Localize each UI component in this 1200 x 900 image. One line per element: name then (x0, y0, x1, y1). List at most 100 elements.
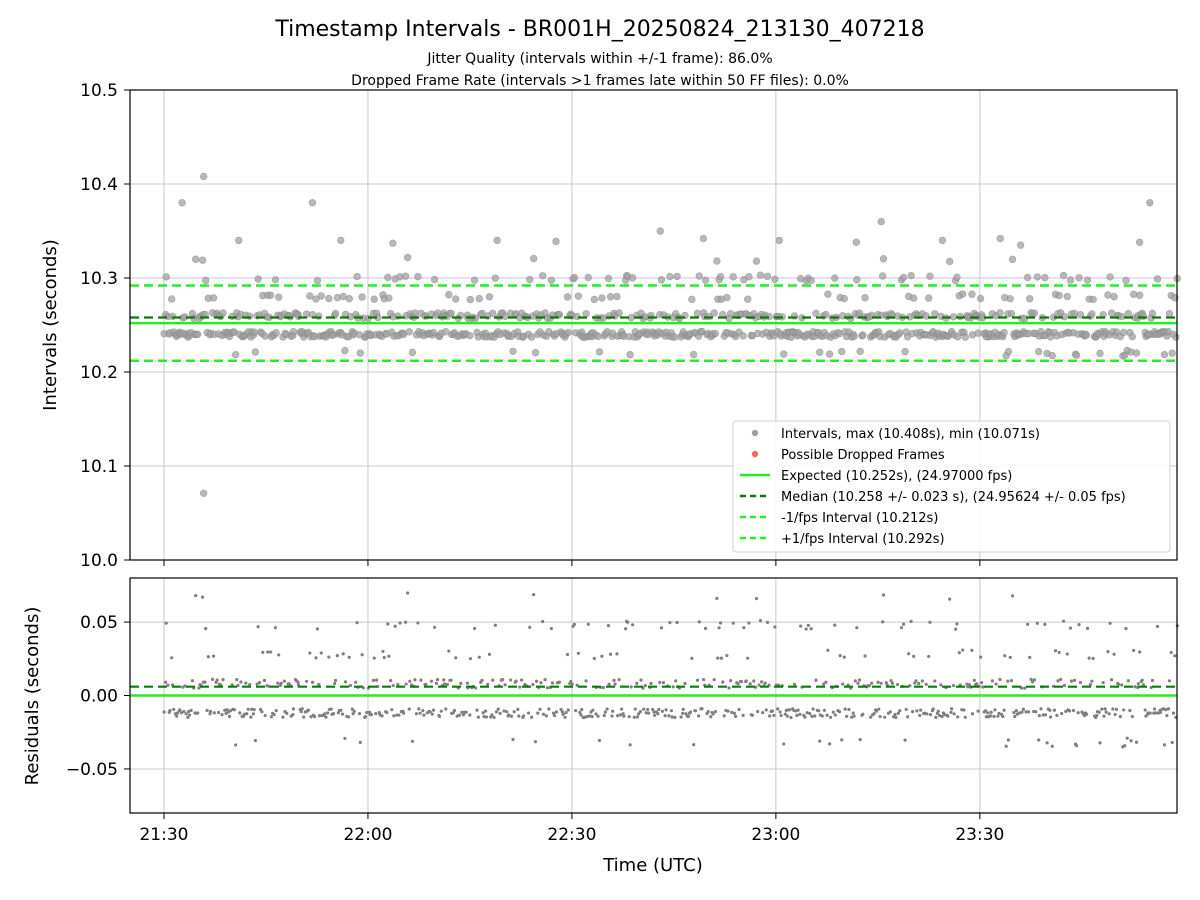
residual-point (216, 710, 221, 715)
residual-point (494, 710, 499, 714)
residual-point (831, 710, 835, 714)
residual-point (309, 715, 313, 719)
interval-point (389, 239, 397, 247)
residual-point (1052, 708, 1057, 712)
residual-point (1004, 744, 1008, 748)
residual-point (1077, 623, 1081, 627)
interval-point (331, 309, 340, 318)
interval-point (626, 351, 634, 359)
interval-point (780, 350, 788, 358)
residual-point (277, 653, 281, 657)
residual-point (637, 712, 641, 716)
residual-point (653, 713, 657, 718)
residual-point (657, 707, 661, 711)
intervals-x-ticks (163, 560, 981, 566)
residual-point (200, 595, 205, 599)
interval-point (1075, 274, 1083, 282)
residual-point (811, 707, 815, 711)
residual-point (541, 712, 546, 716)
residual-point (722, 714, 726, 718)
residual-point (842, 655, 846, 659)
residual-point (949, 710, 953, 714)
residual-point (603, 710, 607, 714)
residual-point (718, 621, 723, 625)
residual-point (232, 708, 236, 712)
residual-point (1136, 682, 1140, 686)
residual-point (975, 682, 979, 686)
residual-point (509, 678, 513, 682)
residual-point (168, 708, 172, 713)
residual-point (644, 711, 648, 715)
residual-point (561, 712, 565, 716)
residual-point (894, 715, 898, 720)
residual-point (225, 708, 229, 712)
residual-point (980, 680, 984, 685)
residual-point (984, 715, 988, 719)
interval-point (261, 332, 269, 340)
residual-point (881, 620, 885, 624)
residual-point (1169, 650, 1173, 655)
residual-point (613, 682, 617, 686)
residual-point (331, 711, 336, 716)
interval-point (235, 236, 243, 245)
residual-point (449, 678, 453, 682)
residual-point (376, 684, 380, 689)
residual-point (919, 708, 923, 712)
residual-point (725, 653, 729, 658)
residual-point (252, 708, 256, 712)
interval-point (271, 276, 280, 284)
residual-point (730, 710, 734, 715)
residuals-y-ticks: −0.05 0.00 0.05 (66, 613, 130, 780)
residual-point (306, 708, 310, 712)
residual-point (713, 710, 717, 714)
residual-point (1078, 680, 1083, 685)
residual-point (1102, 714, 1106, 718)
residuals-x-ticks: 21:30 22:00 22:30 23:00 23:30 (139, 813, 1004, 845)
residual-point (221, 678, 225, 682)
residual-point (1006, 738, 1010, 742)
residual-point (605, 707, 609, 711)
residual-point (413, 678, 417, 682)
residual-point (1124, 627, 1128, 631)
residual-point (393, 624, 397, 628)
residual-point (591, 708, 595, 712)
residual-point (597, 738, 602, 743)
interval-point (1128, 332, 1137, 341)
residual-point (979, 655, 983, 659)
residual-point (1069, 679, 1074, 683)
residual-point (1009, 679, 1014, 683)
residual-point (253, 738, 257, 743)
residual-point (424, 682, 428, 686)
residual-point (1112, 652, 1116, 656)
interval-point (341, 346, 349, 355)
residual-point (658, 680, 662, 684)
interval-point (1139, 312, 1148, 320)
residual-point (617, 678, 621, 682)
x-tick-label: 23:30 (955, 825, 1004, 845)
residual-point (937, 713, 942, 718)
residual-point (588, 714, 592, 718)
residual-point (903, 738, 907, 742)
residual-point (175, 714, 179, 718)
residual-point (541, 619, 545, 624)
residual-point (239, 680, 243, 684)
residual-point (783, 712, 787, 716)
residual-point (610, 714, 614, 718)
residual-point (1014, 709, 1018, 713)
interval-point (168, 295, 176, 303)
residual-point (257, 681, 262, 685)
residual-point (799, 624, 803, 628)
interval-point (1165, 310, 1174, 318)
residual-point (934, 715, 938, 719)
residual-point (249, 715, 253, 719)
residual-point (719, 656, 724, 660)
residual-point (594, 712, 598, 716)
residual-point (709, 715, 713, 719)
residual-point (1029, 677, 1033, 681)
residual-point (833, 623, 837, 627)
interval-point (358, 293, 366, 301)
residual-point (385, 710, 389, 715)
residual-point (998, 677, 1002, 682)
interval-point (853, 276, 861, 284)
legend-marker (751, 450, 759, 458)
